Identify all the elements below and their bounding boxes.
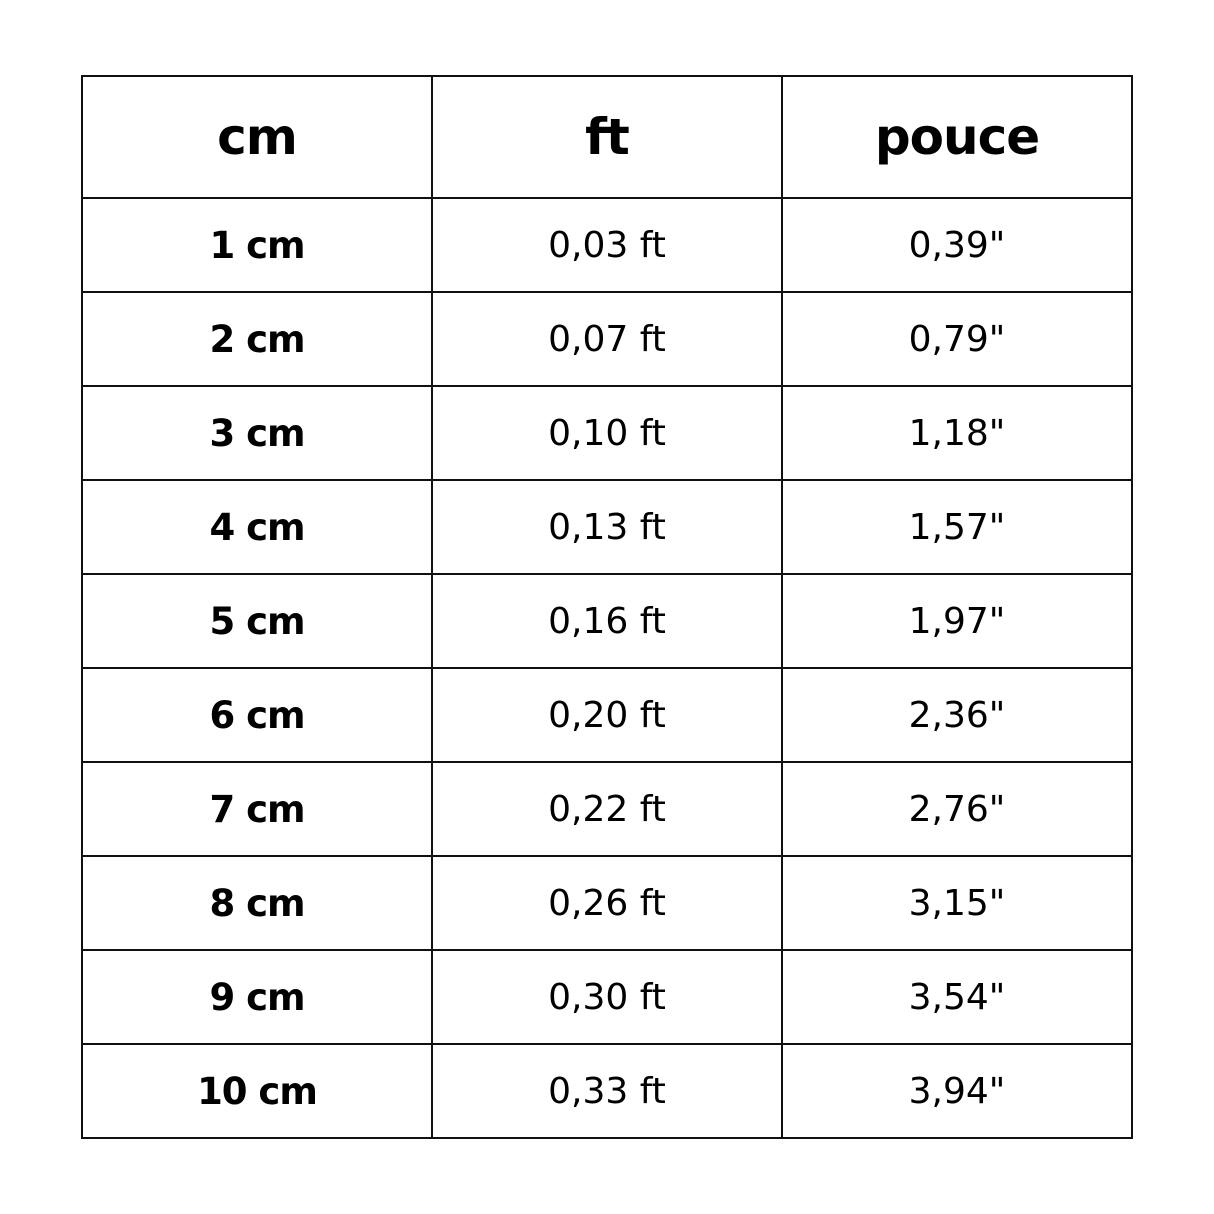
table-row: 3 cm 0,10 ft 1,18" bbox=[81, 385, 1133, 481]
header-cm: cm bbox=[81, 75, 433, 199]
cell-ft: 0,30 ft bbox=[431, 949, 783, 1045]
table-row: 1 cm 0,03 ft 0,39" bbox=[81, 197, 1133, 293]
header-row: cm ft pouce bbox=[81, 75, 1133, 199]
cell-pouce: 0,39" bbox=[781, 197, 1133, 293]
table-row: 7 cm 0,22 ft 2,76" bbox=[81, 761, 1133, 857]
cell-pouce: 3,54" bbox=[781, 949, 1133, 1045]
cell-pouce: 1,18" bbox=[781, 385, 1133, 481]
cell-pouce: 1,57" bbox=[781, 479, 1133, 575]
header-pouce: pouce bbox=[781, 75, 1133, 199]
cell-pouce: 0,79" bbox=[781, 291, 1133, 387]
table-row: 8 cm 0,26 ft 3,15" bbox=[81, 855, 1133, 951]
cell-pouce: 2,36" bbox=[781, 667, 1133, 763]
conversion-table: cm ft pouce 1 cm 0,03 ft 0,39" 2 cm 0,07 ft 0… bbox=[81, 75, 1133, 1139]
cell-cm: 10 cm bbox=[81, 1043, 433, 1139]
table-row: 2 cm 0,07 ft 0,79" bbox=[81, 291, 1133, 387]
cell-cm: 4 cm bbox=[81, 479, 433, 575]
table-row: 6 cm 0,20 ft 2,36" bbox=[81, 667, 1133, 763]
cell-ft: 0,10 ft bbox=[431, 385, 783, 481]
cell-cm: 3 cm bbox=[81, 385, 433, 481]
cell-ft: 0,16 ft bbox=[431, 573, 783, 669]
cell-ft: 0,20 ft bbox=[431, 667, 783, 763]
table-row: 9 cm 0,30 ft 3,54" bbox=[81, 949, 1133, 1045]
cell-ft: 0,22 ft bbox=[431, 761, 783, 857]
header-ft: ft bbox=[431, 75, 783, 199]
cell-cm: 1 cm bbox=[81, 197, 433, 293]
cell-ft: 0,07 ft bbox=[431, 291, 783, 387]
table-row: 10 cm 0,33 ft 3,94" bbox=[81, 1043, 1133, 1139]
table-row: 5 cm 0,16 ft 1,97" bbox=[81, 573, 1133, 669]
cell-cm: 8 cm bbox=[81, 855, 433, 951]
cell-cm: 6 cm bbox=[81, 667, 433, 763]
cell-pouce: 2,76" bbox=[781, 761, 1133, 857]
cell-pouce: 3,15" bbox=[781, 855, 1133, 951]
cell-pouce: 1,97" bbox=[781, 573, 1133, 669]
cell-cm: 7 cm bbox=[81, 761, 433, 857]
cell-ft: 0,33 ft bbox=[431, 1043, 783, 1139]
cell-ft: 0,13 ft bbox=[431, 479, 783, 575]
cell-ft: 0,03 ft bbox=[431, 197, 783, 293]
cell-cm: 9 cm bbox=[81, 949, 433, 1045]
cell-cm: 5 cm bbox=[81, 573, 433, 669]
table-row: 4 cm 0,13 ft 1,57" bbox=[81, 479, 1133, 575]
cell-pouce: 3,94" bbox=[781, 1043, 1133, 1139]
cell-cm: 2 cm bbox=[81, 291, 433, 387]
cell-ft: 0,26 ft bbox=[431, 855, 783, 951]
